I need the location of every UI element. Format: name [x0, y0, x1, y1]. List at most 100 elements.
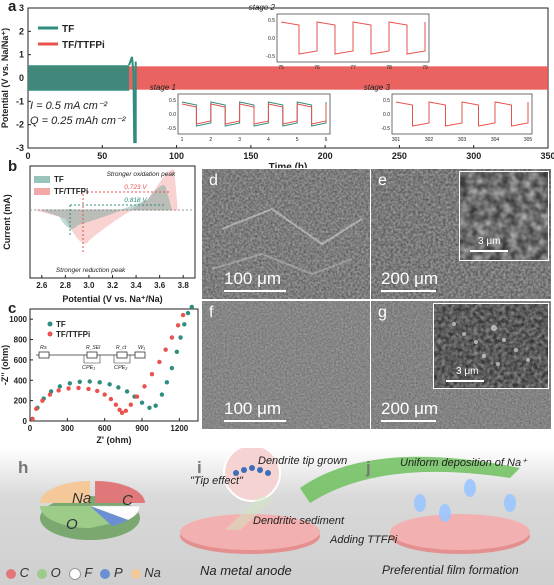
chart-b-annot-red: Stronger reduction peak [56, 267, 126, 274]
pie-label-na: Na [72, 490, 92, 507]
chart-c-circuit-w [134, 351, 146, 359]
sem-e-scale-bar [381, 290, 436, 292]
chart-a-inset-xtick: 302 [425, 137, 434, 143]
chart-c-point-ttfpi [134, 394, 140, 399]
chart-a-legend-tf: TF [62, 24, 74, 35]
chart-c-circuit-w-label: W₁ [138, 345, 145, 351]
chart-c-circuit-rct-label: R_ct [116, 345, 127, 351]
chart-c-point-ttfpi [163, 347, 168, 352]
sem-f-scale-text: 100 μm [224, 399, 282, 418]
chart-c-point-tf [159, 392, 165, 397]
chart-c-point-ttfpi [175, 323, 181, 328]
chart-c-legend-ttfpi-swatch [47, 331, 53, 337]
chart-c-circuit-cpe2-label: CPE₂ [114, 365, 128, 371]
chart-a-xtick-label: 0 [25, 151, 30, 161]
label-preferential-film: Preferential film formation [382, 563, 519, 577]
chart-c-ytick-label: 0 [23, 417, 28, 426]
chart-c-point-tf [67, 381, 73, 386]
chart-a-inset-xtick: 76 [314, 65, 320, 71]
chart-c-point-ttfpi [40, 398, 45, 403]
label-dendritic-sediment: Dendritic sediment [253, 515, 345, 527]
chart-c-point-ttfpi [128, 402, 133, 407]
chart-a-inset-ytick: 0.5 [383, 98, 390, 104]
chart-b-series-ttfpi [35, 169, 178, 244]
chart-a-xtick-label: 50 [97, 151, 107, 161]
sem-image-d: d 100 μm [201, 168, 371, 300]
chart-c-point-ttfpi [102, 392, 107, 397]
chart-a-inset-ytick: 0.0 [169, 112, 176, 118]
chart-a-annot-capacity: Q = 0.25 mAh cm⁻² [30, 115, 126, 127]
chart-a-inset-ytick: 0.0 [268, 36, 275, 42]
chart-b-annot-v2: 0.818 V [124, 197, 147, 204]
chart-a-inset-xtick: 75 [278, 65, 284, 71]
chart-a-inset-xtick: 77 [350, 65, 356, 71]
chart-a-inset-xtick: 2 [209, 137, 212, 143]
panel-label-b: b [8, 158, 18, 175]
chart-a-inset-xtick: 1 [181, 137, 184, 143]
chart-c-point-tf [116, 385, 121, 390]
chart-c-ylabel: -Z'' (ohm) [0, 345, 10, 385]
chart-b-legend-ttfpi: TF/TTFPi [54, 187, 88, 196]
pie-legend-o: O [37, 565, 61, 580]
chart-c-circuit-rsei [86, 351, 98, 359]
chart-c-point-tf [57, 384, 63, 389]
chart-a-xlabel: Time (h) [269, 162, 308, 170]
chart-a-inset-xtick: 79 [422, 65, 428, 71]
chart-a-inset-ytick: -0.5 [266, 54, 275, 60]
sem-g-scale-bar [381, 420, 436, 422]
chart-c-point-tf [87, 379, 92, 384]
sem-image-e: 3 μm e 200 μm [370, 168, 552, 300]
chart-c-xtick-label: 1200 [170, 424, 188, 433]
chart-c-point-ttfpi [66, 386, 71, 391]
chart-b-xtick-label: 3.8 [178, 281, 190, 290]
sem-image-g: 3 μm g 200 μm [370, 300, 552, 430]
chart-b-xtick-label: 3.0 [83, 281, 95, 290]
sem-e-scale-text: 200 μm [381, 269, 439, 288]
chart-c-point-ttfpi [117, 407, 122, 412]
chart-c-legend-ttfpi: TF/TTFPi [56, 330, 90, 339]
chart-a-series-tf-failure [128, 56, 137, 144]
chart-c: 0 300 600 900 1200 0 200 400 600 800 1000 Z' (ohm) -… [0, 304, 199, 445]
sem-g-inset-scale-text: 3 μm [456, 366, 479, 377]
panel-label-a: a [8, 0, 17, 15]
chart-c-ytick-label: 800 [14, 336, 28, 345]
sem-g-inset-scale-bar [446, 380, 484, 382]
sem-d-scale-bar [224, 290, 286, 292]
chart-c-point-ttfpi [119, 410, 125, 416]
chart-c-point-tf [185, 310, 191, 316]
chart-c-ytick-label: 600 [14, 356, 28, 365]
chart-c-legend-tf-swatch [47, 321, 53, 327]
chart-c-xtick-label: 300 [61, 424, 75, 433]
chart-b-xtick-label: 3.4 [131, 281, 143, 290]
sem-e-inset: 3 μm [459, 171, 549, 261]
chart-c-point-tf [189, 304, 194, 310]
chart-c-point-tf [153, 403, 158, 408]
chart-a-xtick-label: 350 [540, 151, 554, 161]
chart-c-point-tf [147, 405, 152, 410]
sem-image-f: f 100 μm [201, 300, 371, 430]
chart-c-point-tf [107, 382, 112, 387]
label-uniform-deposition: Uniform deposition of Na⁺ [400, 457, 527, 469]
chart-b-xtick-label: 3.6 [154, 281, 166, 290]
chart-c-xtick-label: 900 [135, 424, 149, 433]
chart-a-inset-title: stage 3 [364, 83, 391, 92]
chart-c-point-ttfpi [113, 402, 119, 407]
chart-a-xtick-label: 150 [243, 151, 258, 161]
chart-a-inset-xtick: 5 [296, 137, 299, 143]
schematic [40, 448, 530, 554]
chart-c-point-ttfpi [180, 312, 186, 318]
chart-c-ytick-label: 1000 [9, 315, 27, 324]
chart-b-ylabel: Current (mA) [2, 194, 12, 250]
chart-c-point-ttfpi [95, 388, 100, 394]
schematic-i [180, 448, 320, 554]
chart-c-point-tf [164, 380, 170, 385]
pie-chart [40, 481, 145, 540]
chart-a-ytick-label: 2 [19, 26, 24, 36]
sem-g-scale-text: 200 μm [381, 399, 439, 418]
chart-a-inset-xtick: 78 [386, 65, 392, 71]
chart-b-legend-tf: TF [54, 175, 64, 184]
chart-c-point-tf [178, 335, 183, 340]
chart-c-legend-tf: TF [56, 320, 66, 329]
chart-c-circuit-rs-label: Rs [40, 345, 47, 351]
chart-c-ytick-label: 400 [14, 376, 28, 385]
